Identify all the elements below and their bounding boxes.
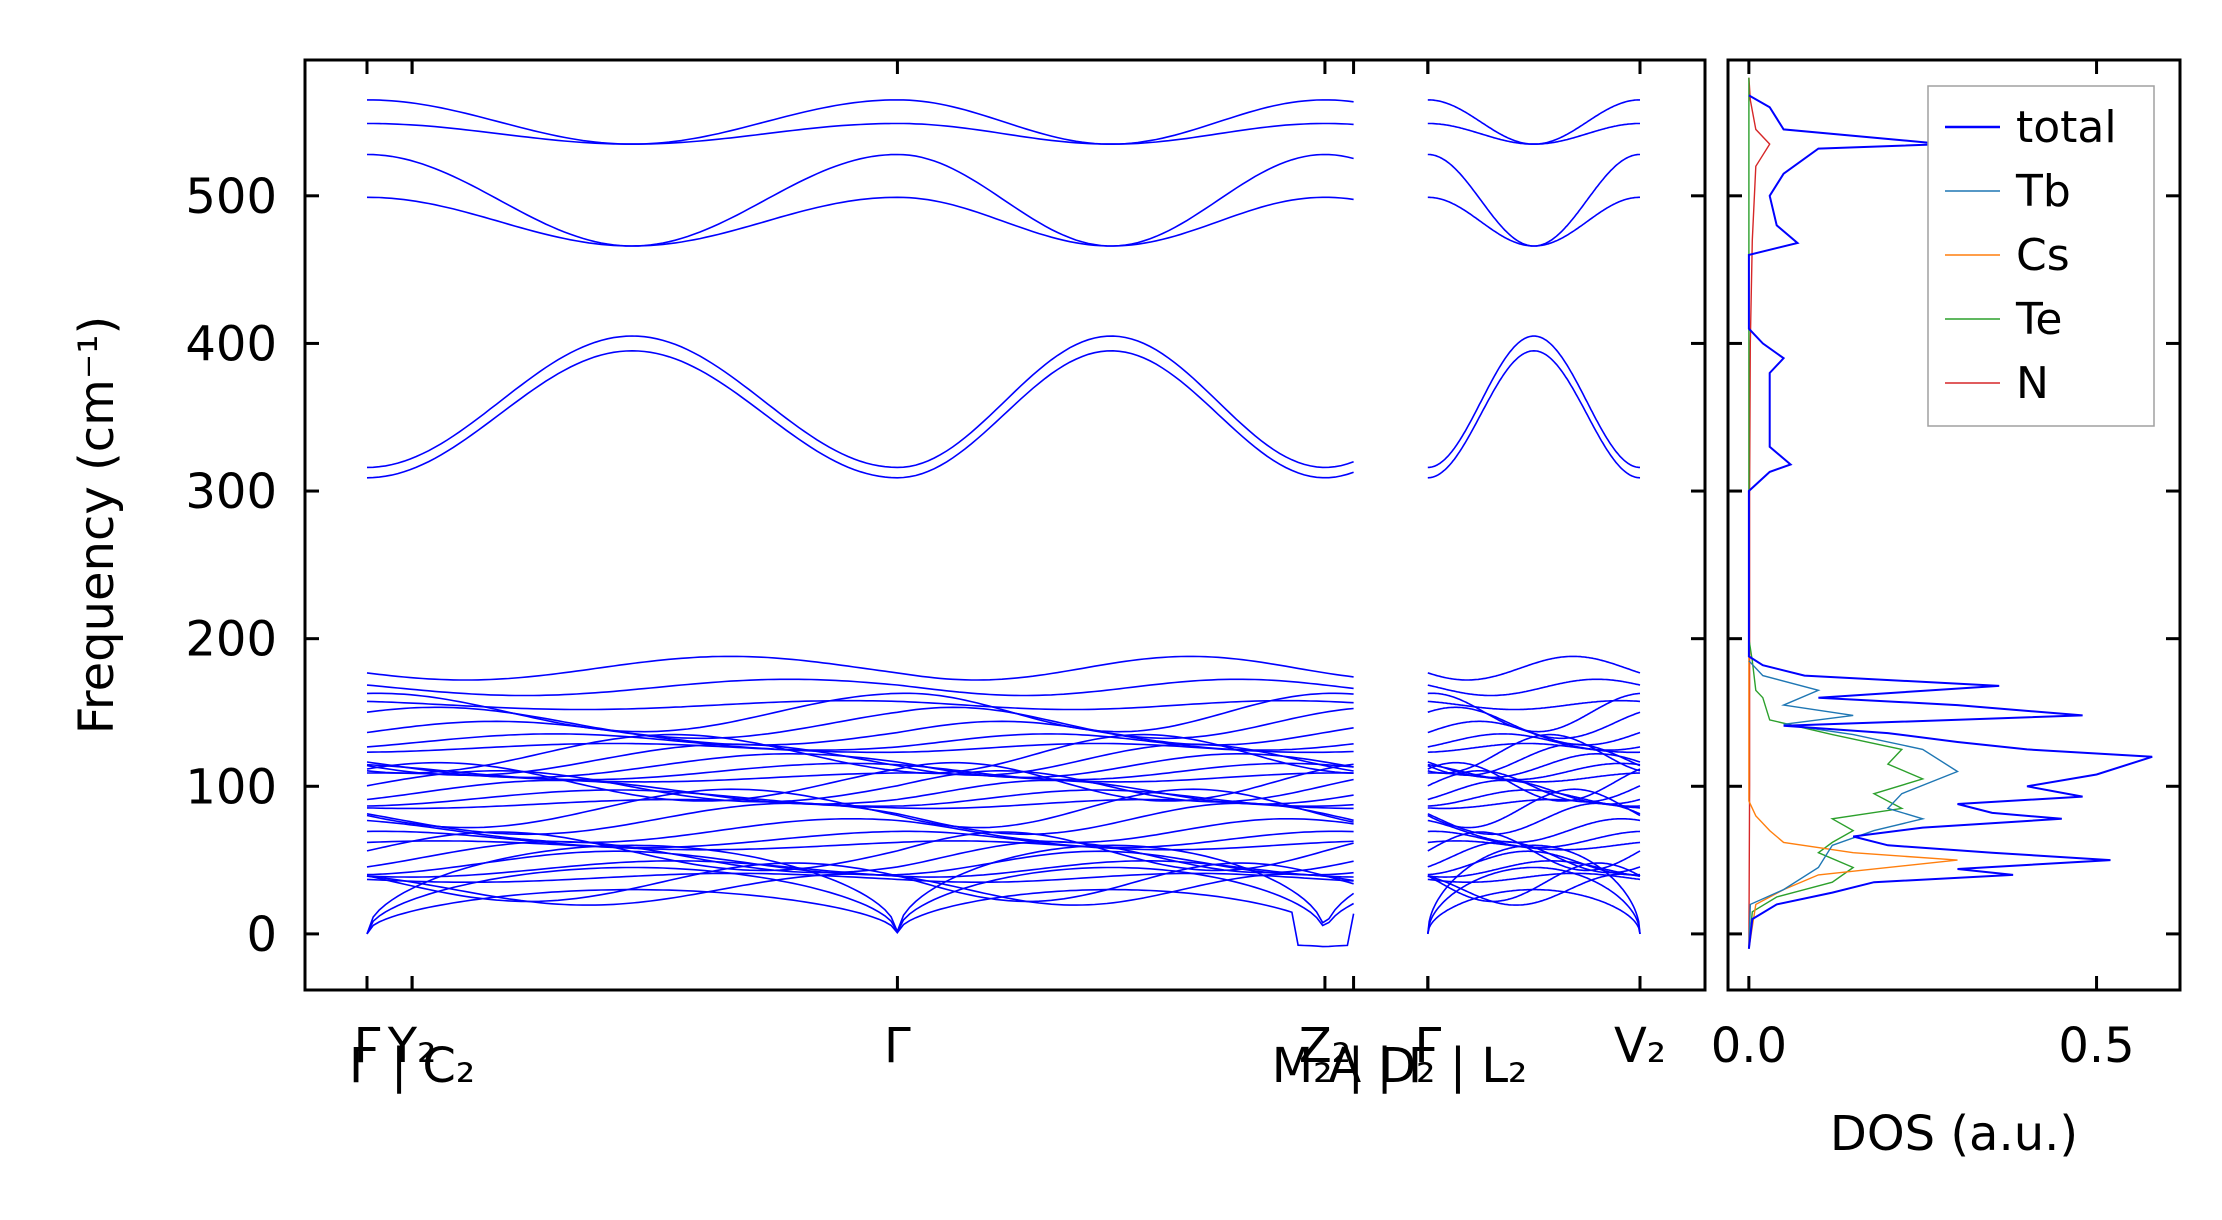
y-tick-label: 100 [185,759,277,815]
x-tick-label: Γ [1414,1018,1441,1074]
y-tick-label: 0 [246,907,277,963]
band-line-low [366,789,1354,807]
band-line-low [366,818,1354,844]
x-tick-break-label: A | Γ | L₂ [1328,1038,1527,1094]
band-line-low [1427,862,1641,903]
band-line-low [366,733,1354,751]
band-line-low [366,742,1354,754]
dos-x-axis-title: DOS (a.u.) [1830,1106,2078,1162]
dos-x-tick-label: 0.5 [2058,1018,2134,1074]
band-line-low [366,850,1354,876]
band-line-low [366,888,1355,948]
dos-ticks: 0.0 0.5 [1711,60,2180,1074]
band-line-mid [366,349,1354,479]
band-line-high [1427,153,1640,247]
band-line-low [366,840,1354,851]
band-line-low [1427,742,1641,754]
band-line-low [366,830,1354,849]
dos-legend: total Tb Cs Te N [1927,85,2155,427]
band-line-mid [1427,335,1640,469]
band-line-low [366,753,1354,779]
dos-panel: 0.0 0.5 DOS (a.u.) total Tb Cs Te N [1711,58,2182,1162]
y-tick-label: 500 [185,169,277,225]
band-line-low [1427,699,1641,711]
band-line-low [366,655,1354,681]
band-x-ticks: Γ Y₂ Γ Z₂ Γ V₂Γ | C₂ M₂ | D₂A | Γ | L₂ [349,60,1666,1094]
band-line-high [366,196,1354,247]
band-line-low [366,733,1354,774]
band-line-low [1427,779,1641,805]
band-line-low [366,720,1354,746]
dos-lines [1747,77,2153,949]
band-line-low [1427,762,1641,781]
band-line-low [1427,733,1641,751]
band-line-high [1427,196,1640,247]
band-line-low [1427,692,1641,733]
band-line-low [366,844,1355,935]
band-line-low [366,872,1354,883]
legend-label-cs: Cs [2016,230,2070,281]
x-tick-label: Γ [884,1018,911,1074]
band-line-high [367,122,1354,145]
band-line-low [1427,831,1641,872]
band-y-axis-title: Frequency (cm⁻¹) [69,316,125,734]
band-line-high [367,99,1354,145]
band-line-low [366,706,1354,740]
band-line-low [1427,872,1641,883]
band-line-high [1427,99,1640,145]
x-tick-break-label: M₂ | D₂ [1272,1038,1436,1094]
band-line-low [366,678,1354,697]
band-line-low [1427,678,1641,697]
dos-series-n [1748,77,1771,949]
y-tick-label: 400 [185,316,277,372]
band-line-mid [366,335,1354,469]
legend-label-total: total [2016,102,2117,153]
x-tick-label: Γ [354,1018,381,1074]
band-line-low [1427,830,1641,849]
x-tick-label: Y₂ [387,1018,437,1074]
band-line-low [366,761,1354,802]
x-tick-label: V₂ [1614,1018,1666,1074]
dos-series-total [1747,94,2153,949]
legend-label-n: N [2016,358,2049,409]
band-line-low [1427,873,1641,906]
band-line-low [1427,788,1641,829]
band-line-low [1427,818,1641,844]
band-plot-frame [303,58,1707,992]
y-tick-label: 200 [185,612,277,668]
band-line-low [1427,706,1641,740]
band-line-low [366,692,1354,733]
x-tick-break-label: Γ | C₂ [349,1038,475,1094]
band-line-low [1427,655,1641,681]
dos-series-tb [1748,660,1960,949]
dos-x-tick-label: 0.0 [1711,1018,1787,1074]
legend-label-tb: Tb [2015,166,2071,217]
band-line-low [1427,761,1641,802]
dos-series-cs [1748,638,1958,949]
band-line-high [1427,122,1640,145]
band-line-low [366,840,1354,874]
band-line-low [1427,888,1641,935]
band-lines [366,99,1641,948]
band-line-low [366,779,1354,805]
dos-plot-frame [1726,58,2182,992]
band-y-ticks: 0 100 200 300 400 500 [185,169,1705,963]
y-tick-label: 300 [185,464,277,520]
legend-label-te: Te [2015,294,2062,345]
band-line-high [366,153,1354,247]
band-line-mid [1427,349,1641,479]
x-tick-label: Z₂ [1299,1018,1351,1074]
legend-box [1927,85,2155,427]
band-line-low [1427,860,1641,878]
band-line-low [366,699,1354,711]
band-line-low [366,770,1354,803]
band-line-low [1427,866,1641,935]
dos-series-te [1748,77,1925,949]
